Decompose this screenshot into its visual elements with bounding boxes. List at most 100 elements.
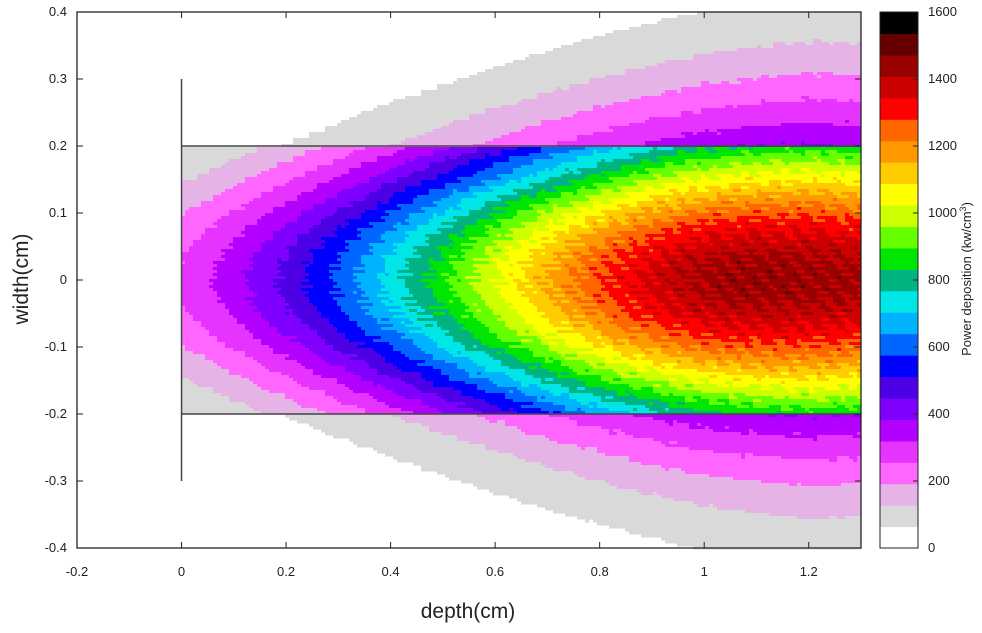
heatmap-cell [325, 345, 330, 349]
heatmap-cell [385, 210, 390, 214]
heatmap-cell [313, 198, 318, 202]
heatmap-cell [241, 360, 246, 364]
heatmap-cell [217, 303, 222, 307]
heatmap-cell [341, 372, 346, 376]
heatmap-cell [301, 405, 306, 409]
heatmap-cell [345, 333, 350, 337]
heatmap-cell [325, 177, 330, 181]
heatmap-cell [369, 150, 374, 154]
heatmap-cell [253, 162, 258, 166]
heatmap-cell [377, 138, 382, 142]
heatmap-cell [321, 234, 326, 238]
heatmap-cell [313, 357, 318, 361]
heatmap-cell [377, 306, 382, 310]
heatmap-cell [277, 294, 282, 298]
heatmap-cell [185, 219, 190, 223]
heatmap-cell [329, 219, 334, 223]
heatmap-cell [361, 111, 366, 115]
heatmap-cell [213, 267, 218, 271]
heatmap-cell [341, 342, 346, 346]
heatmap-cell [369, 153, 374, 157]
heatmap-cell [325, 141, 330, 145]
heatmap-cell [249, 288, 254, 292]
heatmap-cell [225, 291, 230, 295]
heatmap-cell [321, 423, 326, 427]
heatmap-cell [289, 198, 294, 202]
heatmap-cell [249, 273, 254, 277]
heatmap-cell [225, 246, 230, 250]
heatmap-cell [209, 303, 214, 307]
heatmap-cell [233, 351, 238, 355]
heatmap-cell [189, 150, 194, 154]
heatmap-cell [229, 162, 234, 166]
heatmap-cell [277, 303, 282, 307]
heatmap-cell [377, 240, 382, 244]
heatmap-cell [245, 234, 250, 238]
heatmap-cell [205, 402, 210, 406]
heatmap-cell [357, 216, 362, 220]
heatmap-cell [381, 360, 386, 364]
heatmap-cell [369, 402, 374, 406]
heatmap-cell [385, 258, 390, 262]
heatmap-cell [373, 141, 378, 145]
heatmap-cell [281, 297, 286, 301]
heatmap-cell [289, 297, 294, 301]
heatmap-cell [225, 147, 230, 151]
heatmap-cell [353, 357, 358, 361]
heatmap-cell [249, 240, 254, 244]
heatmap-cell [293, 237, 298, 241]
heatmap-cell [353, 270, 358, 274]
heatmap-cell [317, 342, 322, 346]
heatmap-cell [193, 408, 198, 412]
heatmap-cell [209, 348, 214, 352]
heatmap-cell [241, 207, 246, 211]
heatmap-cell [357, 234, 362, 238]
heatmap-cell [365, 372, 370, 376]
heatmap-cell [209, 177, 214, 181]
heatmap-cell [261, 402, 266, 406]
heatmap-cell [193, 234, 198, 238]
heatmap-cell [337, 243, 342, 247]
heatmap-cell [229, 324, 234, 328]
heatmap-cell [353, 360, 358, 364]
heatmap-cell [313, 180, 318, 184]
heatmap-cell [377, 351, 382, 355]
heatmap-cell [261, 153, 266, 157]
heatmap-cell [277, 159, 282, 163]
heatmap-cell [205, 222, 210, 226]
heatmap-cell [281, 234, 286, 238]
heatmap-cell [345, 273, 350, 277]
heatmap-cell [333, 138, 338, 142]
heatmap-cell [233, 288, 238, 292]
heatmap-cell [365, 333, 370, 337]
heatmap-cell [365, 405, 370, 409]
heatmap-cell [373, 441, 378, 445]
heatmap-cell [217, 321, 222, 325]
heatmap-cell [321, 258, 326, 262]
heatmap-cell [205, 162, 210, 166]
heatmap-cell [373, 132, 378, 136]
heatmap-cell [197, 231, 202, 235]
heatmap-cell [325, 222, 330, 226]
heatmap-cell [325, 357, 330, 361]
heatmap-cell [209, 246, 214, 250]
heatmap-cell [185, 267, 190, 271]
heatmap-cell [233, 231, 238, 235]
heatmap-cell [265, 408, 270, 412]
heatmap-cell [337, 198, 342, 202]
heatmap-cell [373, 231, 378, 235]
heatmap-cell [349, 288, 354, 292]
heatmap-cell [317, 366, 322, 370]
heatmap-cell [309, 237, 314, 241]
heatmap-cell [381, 204, 386, 208]
heatmap-cell [361, 408, 366, 412]
heatmap-cell [265, 177, 270, 181]
heatmap-cell [357, 315, 362, 319]
heatmap-cell [201, 324, 206, 328]
heatmap-cell [345, 153, 350, 157]
heatmap-cell [325, 126, 330, 130]
heatmap-cell [181, 345, 186, 349]
heatmap-cell [377, 384, 382, 388]
heatmap-cell [349, 396, 354, 400]
heatmap-cell [385, 264, 390, 268]
